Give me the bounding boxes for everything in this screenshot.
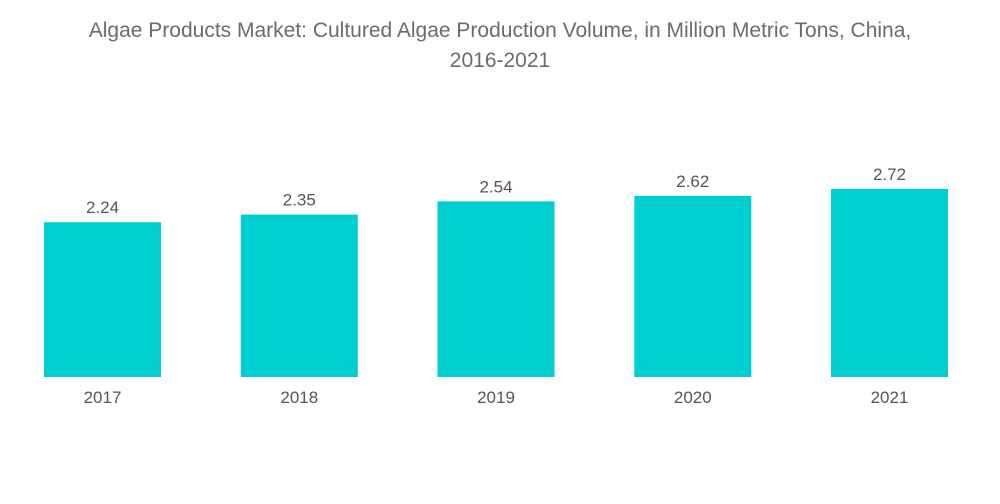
chart-title: Algae Products Market: Cultured Algae Pr… <box>0 16 1000 76</box>
bars-layer <box>44 189 948 377</box>
x-tick-label-2018: 2018 <box>280 388 318 407</box>
value-labels-layer: 2.24 2.35 2.54 2.62 2.72 <box>86 165 906 217</box>
value-label-2020: 2.62 <box>676 172 709 191</box>
x-tick-label-2020: 2020 <box>674 388 712 407</box>
bar-2018 <box>240 214 358 377</box>
chart-title-line-2: 2016-2021 <box>449 49 551 72</box>
value-label-2018: 2.35 <box>283 191 316 210</box>
value-label-2019: 2.54 <box>479 177 512 196</box>
chart-title-line-1: Algae Products Market: Cultured Algae Pr… <box>88 19 912 42</box>
bar-2017 <box>44 222 161 377</box>
bar-2020 <box>634 195 752 377</box>
bar-2021 <box>831 189 948 377</box>
x-tick-label-2019: 2019 <box>477 388 515 407</box>
value-label-2017: 2.24 <box>86 198 119 217</box>
x-tick-label-2017: 2017 <box>84 388 122 407</box>
bar-2019 <box>437 201 555 377</box>
x-tick-label-2021: 2021 <box>871 388 909 407</box>
x-axis: 2017 2018 2019 2020 2021 <box>84 388 909 407</box>
value-label-2021: 2.72 <box>873 165 906 184</box>
